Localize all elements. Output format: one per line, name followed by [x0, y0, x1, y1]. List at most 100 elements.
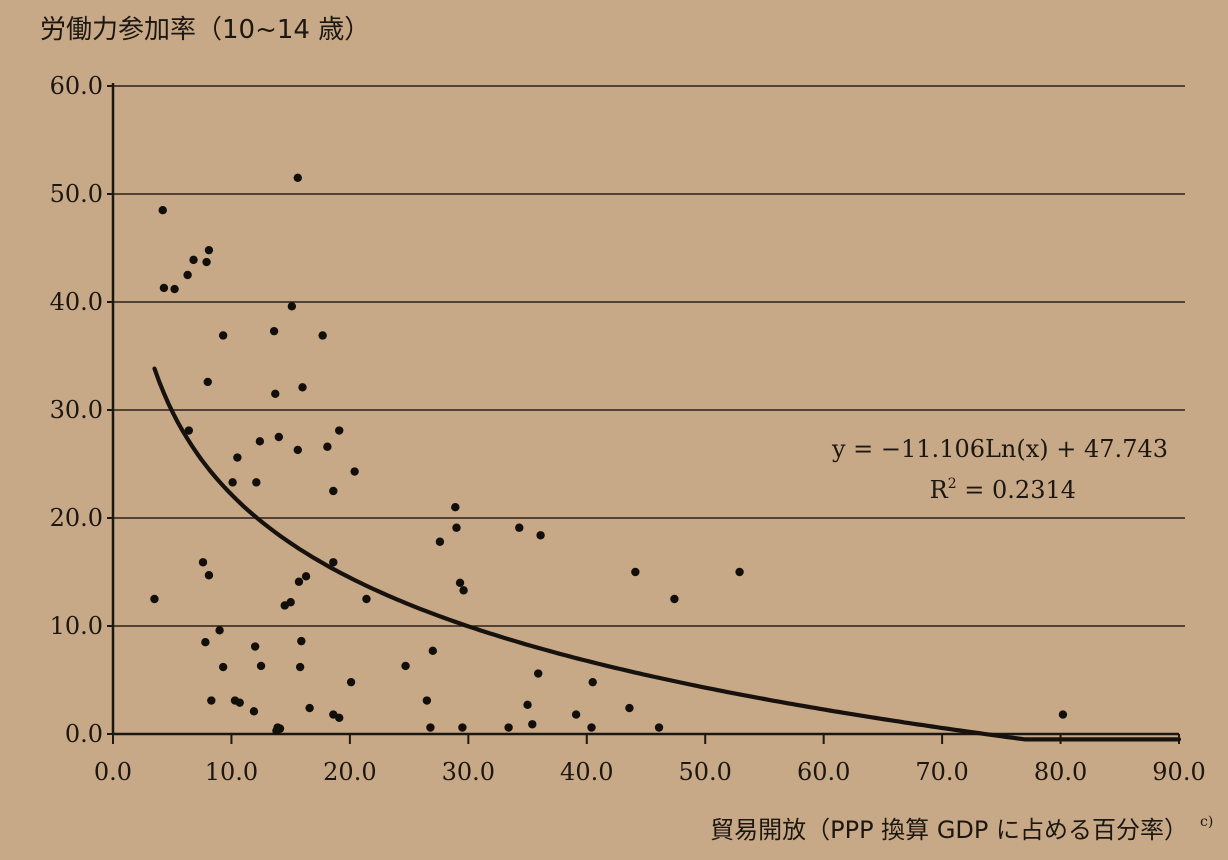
- data-point-51: [346, 677, 356, 687]
- data-point-50: [272, 726, 281, 735]
- data-point-36: [329, 486, 338, 496]
- data-point-13: [201, 638, 210, 647]
- data-point-34: [323, 442, 332, 451]
- data-point-33: [293, 445, 302, 455]
- data-point-39: [286, 598, 295, 607]
- data-point-3: [183, 270, 192, 280]
- data-point-45: [305, 703, 314, 713]
- y-tick-label-1: 10.0: [50, 612, 103, 640]
- data-point-57: [435, 537, 445, 546]
- data-point-16: [207, 696, 216, 705]
- y-tick-label-5: 50.0: [50, 180, 103, 208]
- data-point-73: [631, 567, 640, 577]
- data-point-63: [504, 723, 513, 732]
- data-point-32: [274, 432, 284, 442]
- x-tick-label-2: 20.0: [323, 758, 376, 786]
- data-points: [150, 173, 1068, 735]
- trendline-equation: y = −11.106Ln(x) + 47.743: [831, 435, 1168, 463]
- data-point-8: [203, 377, 212, 387]
- data-point-53: [401, 661, 410, 671]
- data-point-52: [362, 594, 371, 604]
- y-tick-label-2: 20.0: [50, 504, 103, 532]
- data-point-22: [235, 698, 244, 707]
- data-point-24: [256, 661, 266, 671]
- data-point-43: [297, 636, 306, 646]
- data-point-55: [428, 646, 437, 656]
- data-point-64: [515, 523, 524, 532]
- data-point-1: [159, 283, 169, 293]
- data-point-42: [329, 558, 338, 567]
- y-tick-labels: 0.0 10.0 20.0 30.0 40.0 50.0 60.0: [50, 72, 113, 748]
- data-point-37: [350, 467, 359, 476]
- y-tick-label-0: 0.0: [65, 720, 103, 748]
- x-tick-label-9: 90.0: [1152, 758, 1205, 786]
- data-point-2: [170, 284, 179, 294]
- x-tick-label-4: 40.0: [560, 758, 613, 786]
- x-tick-label-6: 60.0: [797, 758, 850, 786]
- data-point-60: [455, 578, 465, 587]
- data-point-62: [458, 723, 467, 732]
- data-point-28: [287, 302, 297, 311]
- data-point-47: [335, 713, 344, 722]
- data-point-26: [269, 326, 279, 336]
- data-point-7: [218, 331, 228, 340]
- data-point-18: [233, 453, 242, 462]
- x-tick-label-0: 0.0: [94, 758, 132, 786]
- x-tick-labels: 0.0 10.0 20.0 30.0 40.0 50.0 60.0 70.0 80.0 90.0: [94, 734, 1206, 786]
- trendline-curve: [152, 366, 1182, 742]
- y-tick-label-6: 60.0: [50, 72, 103, 100]
- x-tick-label-8: 80.0: [1034, 758, 1087, 786]
- data-point-25: [249, 707, 259, 716]
- data-point-23: [250, 642, 260, 651]
- data-point-70: [587, 723, 596, 732]
- data-point-15: [218, 662, 228, 672]
- r-squared-value: = 0.2314: [957, 476, 1076, 504]
- data-point-71: [588, 677, 597, 687]
- data-point-11: [198, 558, 208, 567]
- data-point-27: [293, 173, 302, 182]
- chart-title: 労働力参加率（10~14 歳）: [40, 15, 370, 45]
- data-point-20: [255, 437, 265, 446]
- data-point-58: [451, 503, 460, 512]
- data-point-14: [215, 626, 224, 635]
- data-point-74: [654, 723, 664, 732]
- data-point-54: [422, 696, 432, 705]
- data-point-67: [534, 669, 543, 678]
- r-squared-label: R2 = 0.2314: [930, 476, 1076, 504]
- data-point-72: [625, 703, 634, 713]
- data-point-30: [271, 389, 280, 398]
- data-point-6: [204, 245, 214, 255]
- data-point-69: [571, 710, 581, 719]
- data-point-56: [426, 723, 435, 732]
- gridlines: [113, 85, 1185, 627]
- data-point-10: [150, 594, 159, 604]
- data-point-44: [295, 662, 305, 672]
- data-point-31: [298, 383, 307, 392]
- data-point-35: [335, 426, 344, 435]
- data-point-9: [184, 426, 194, 435]
- x-axis-label: 貿易開放（PPP 換算 GDP に占める百分率）: [710, 816, 1188, 844]
- data-point-29: [318, 331, 327, 340]
- data-point-76: [735, 567, 744, 577]
- data-point-19: [252, 478, 261, 487]
- x-axis-label-note: c): [1200, 814, 1213, 830]
- data-point-75: [670, 594, 679, 604]
- data-point-4: [189, 255, 198, 265]
- data-point-12: [204, 571, 214, 580]
- data-point-65: [523, 700, 532, 710]
- data-point-66: [528, 720, 537, 729]
- x-tick-label-7: 70.0: [915, 758, 968, 786]
- data-point-5: [202, 257, 211, 267]
- r-squared-r: R: [930, 476, 949, 504]
- x-tick-label-1: 10.0: [205, 758, 258, 786]
- x-tick-label-5: 50.0: [679, 758, 732, 786]
- data-point-77: [1058, 710, 1068, 719]
- y-tick-label-4: 40.0: [50, 288, 103, 316]
- data-point-41: [301, 572, 311, 581]
- y-tick-label-3: 30.0: [50, 396, 103, 424]
- axes: [111, 83, 1179, 736]
- data-point-40: [294, 577, 304, 586]
- data-point-17: [228, 478, 237, 487]
- r-squared-exponent: 2: [948, 476, 957, 492]
